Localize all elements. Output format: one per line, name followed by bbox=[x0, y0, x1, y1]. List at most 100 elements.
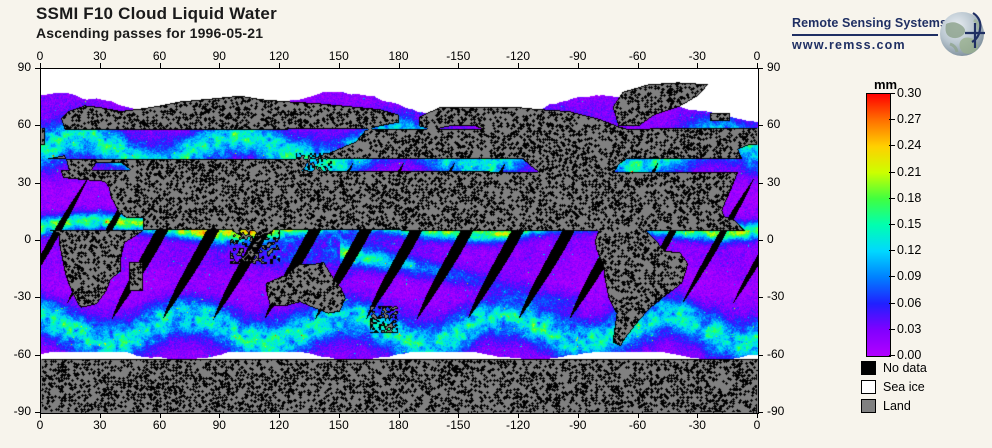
axis-tick-label: -90 bbox=[13, 404, 31, 418]
axis-tick-label: 0 bbox=[753, 49, 761, 63]
brand-url: www.remss.com bbox=[792, 38, 906, 52]
colorbar bbox=[866, 93, 891, 357]
legend-item: Land bbox=[861, 396, 991, 415]
axis-tick-mark bbox=[40, 63, 41, 68]
axis-tick-label: 0 bbox=[753, 418, 761, 432]
axis-tick-label: 120 bbox=[268, 49, 290, 63]
axis-tick-mark bbox=[35, 68, 40, 69]
axis-tick-mark bbox=[518, 413, 519, 418]
axis-tick-label: -30 bbox=[13, 289, 31, 304]
colorbar-tick-label: 0.27 bbox=[897, 112, 922, 127]
colorbar-tick-label: 0.03 bbox=[897, 321, 922, 336]
axis-tick-mark bbox=[697, 413, 699, 418]
axis-tick-mark bbox=[35, 412, 40, 413]
axis-tick-label: 30 bbox=[767, 174, 781, 189]
axis-tick-label: 30 bbox=[93, 49, 107, 63]
axis-tick-mark bbox=[398, 63, 400, 68]
legend-swatch bbox=[861, 360, 876, 375]
axis-tick-mark bbox=[577, 63, 579, 68]
brand-logo: Remote Sensing Systems www.remss.com bbox=[792, 8, 992, 60]
axis-tick-label: -60 bbox=[628, 49, 647, 63]
axis-tick-label: 150 bbox=[328, 49, 349, 63]
axis-tick-label: -150 bbox=[446, 49, 471, 63]
legend-swatch bbox=[861, 398, 876, 413]
colorbar-tick-mark bbox=[889, 276, 895, 278]
colorbar-tick-mark bbox=[889, 250, 895, 252]
axis-tick-label: -60 bbox=[767, 346, 785, 361]
axis-tick-label: 30 bbox=[93, 418, 107, 432]
axis-tick-mark bbox=[637, 63, 639, 68]
axis-tick-mark bbox=[757, 413, 758, 418]
axis-tick-label: 90 bbox=[212, 49, 226, 63]
axis-tick-mark bbox=[35, 354, 40, 356]
colorbar-unit-label: mm bbox=[874, 77, 898, 92]
colorbar-tick-label: 0.12 bbox=[897, 243, 922, 258]
axis-tick-mark bbox=[758, 412, 763, 413]
axis-tick-label: -30 bbox=[767, 289, 785, 304]
axis-tick-mark bbox=[697, 63, 699, 68]
colorbar-gradient bbox=[867, 94, 890, 356]
colorbar-tick-mark bbox=[889, 355, 895, 356]
colorbar-tick-mark bbox=[889, 328, 895, 330]
colorbar-tick-mark bbox=[889, 145, 895, 147]
axis-tick-label: -90 bbox=[767, 404, 785, 418]
colorbar-tick-mark bbox=[889, 302, 895, 304]
legend-label: Sea ice bbox=[883, 379, 925, 394]
axis-tick-mark bbox=[35, 182, 40, 184]
axis-tick-label: 0 bbox=[767, 232, 774, 246]
axis-tick-mark bbox=[758, 354, 763, 356]
axis-tick-mark bbox=[758, 182, 763, 184]
axis-tick-label: 0 bbox=[24, 232, 31, 246]
axis-tick-mark bbox=[159, 63, 161, 68]
page-subtitle: Ascending passes for 1996-05-21 bbox=[36, 25, 264, 41]
legend-swatch bbox=[861, 379, 876, 394]
axis-tick-label: 150 bbox=[328, 418, 349, 432]
legend-label: No data bbox=[883, 360, 927, 375]
axis-tick-label: -30 bbox=[688, 49, 706, 63]
axis-tick-label: 60 bbox=[17, 117, 31, 132]
axis-tick-mark bbox=[219, 413, 221, 418]
axis-tick-mark bbox=[40, 413, 41, 418]
axis-tick-label: 30 bbox=[17, 174, 31, 189]
axis-tick-label: 90 bbox=[212, 418, 226, 432]
page-title: SSMI F10 Cloud Liquid Water bbox=[36, 4, 277, 23]
axis-tick-label: 180 bbox=[388, 49, 409, 63]
map-plot-area[interactable] bbox=[40, 68, 759, 414]
axis-tick-label: -90 bbox=[569, 49, 587, 63]
axis-tick-mark bbox=[398, 413, 400, 418]
axis-tick-label: -30 bbox=[688, 418, 706, 432]
axis-tick-mark bbox=[758, 240, 763, 241]
axis-tick-mark bbox=[99, 63, 101, 68]
axis-tick-label: 0 bbox=[36, 49, 44, 63]
axis-tick-mark bbox=[637, 413, 639, 418]
axis-tick-mark bbox=[338, 413, 340, 418]
colorbar-tick-label: 0.30 bbox=[897, 86, 922, 100]
axis-tick-label: 90 bbox=[767, 60, 781, 74]
axis-tick-label: -60 bbox=[628, 418, 647, 432]
legend-item: Sea ice bbox=[861, 377, 991, 396]
colorbar-tick-label: 0.06 bbox=[897, 295, 922, 310]
legend-item: No data bbox=[861, 358, 991, 377]
axis-tick-mark bbox=[159, 413, 161, 418]
axis-tick-mark bbox=[35, 240, 40, 241]
axis-tick-mark bbox=[219, 63, 221, 68]
cloud-liquid-water-map[interactable] bbox=[41, 69, 758, 413]
legend-label: Land bbox=[883, 398, 911, 413]
axis-tick-mark bbox=[758, 68, 763, 69]
axis-tick-mark bbox=[758, 297, 763, 299]
axis-tick-label: 0 bbox=[36, 418, 44, 432]
axis-tick-label: 60 bbox=[767, 117, 781, 132]
axis-tick-label: 120 bbox=[268, 418, 290, 432]
axis-tick-mark bbox=[758, 125, 763, 127]
axis-tick-label: -60 bbox=[13, 346, 31, 361]
axis-tick-mark bbox=[99, 413, 101, 418]
colorbar-tick-mark bbox=[889, 171, 895, 173]
axis-tick-mark bbox=[35, 125, 40, 127]
axis-tick-label: -120 bbox=[505, 49, 531, 63]
colorbar-tick-label: 0.18 bbox=[897, 190, 922, 205]
axis-tick-mark bbox=[458, 413, 460, 418]
axis-tick-mark bbox=[577, 413, 579, 418]
axis-tick-label: -150 bbox=[446, 418, 471, 432]
axis-tick-label: 60 bbox=[152, 49, 167, 63]
